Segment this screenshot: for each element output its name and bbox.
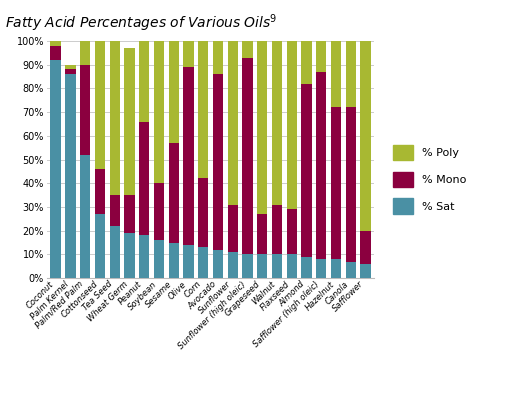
Bar <box>360 41 371 231</box>
Bar <box>183 41 193 67</box>
Bar <box>302 83 311 257</box>
Bar <box>287 254 297 278</box>
Bar <box>50 46 61 60</box>
Bar <box>95 41 105 169</box>
Bar <box>183 245 193 278</box>
Text: Fatty Acid Percentages of Various Oils$^{9}$: Fatty Acid Percentages of Various Oils$^… <box>5 12 278 34</box>
Bar <box>110 195 120 226</box>
Bar <box>346 261 356 278</box>
Bar <box>80 41 90 65</box>
Bar <box>272 204 282 254</box>
Bar <box>360 264 371 278</box>
Bar <box>198 247 209 278</box>
Bar <box>139 121 149 236</box>
Bar <box>50 41 61 46</box>
Bar <box>242 41 253 58</box>
Bar <box>168 41 179 143</box>
Bar <box>168 243 179 278</box>
Bar <box>213 249 223 278</box>
Bar <box>110 226 120 278</box>
Bar <box>228 41 238 205</box>
Bar <box>272 254 282 278</box>
Bar <box>316 72 327 259</box>
Bar <box>331 41 341 107</box>
Bar <box>272 41 282 205</box>
Bar <box>168 143 179 243</box>
Bar <box>65 74 75 278</box>
Bar <box>50 60 61 278</box>
Bar <box>257 214 267 254</box>
Bar <box>80 65 90 155</box>
Bar <box>242 254 253 278</box>
Bar <box>331 259 341 278</box>
Bar <box>287 209 297 254</box>
Bar <box>213 41 223 74</box>
Bar <box>228 204 238 252</box>
Bar <box>139 236 149 278</box>
Bar <box>154 240 164 278</box>
Bar <box>95 169 105 214</box>
Bar <box>331 107 341 259</box>
Bar <box>257 41 267 214</box>
Bar <box>139 41 149 121</box>
Bar <box>65 65 75 70</box>
Bar <box>346 41 356 107</box>
Bar <box>124 233 135 278</box>
Bar <box>228 252 238 278</box>
Legend: % Poly, % Mono, % Sat: % Poly, % Mono, % Sat <box>390 142 470 218</box>
Bar <box>80 155 90 278</box>
Bar <box>124 48 135 195</box>
Bar <box>360 231 371 264</box>
Bar <box>198 178 209 247</box>
Bar <box>287 41 297 209</box>
Bar <box>213 74 223 249</box>
Bar <box>242 58 253 254</box>
Bar <box>302 257 311 278</box>
Bar <box>316 259 327 278</box>
Bar <box>257 254 267 278</box>
Bar <box>110 41 120 195</box>
Bar <box>154 183 164 240</box>
Bar <box>154 41 164 183</box>
Bar <box>183 67 193 245</box>
Bar <box>302 41 311 83</box>
Bar <box>316 41 327 72</box>
Bar <box>346 107 356 261</box>
Bar <box>198 41 209 178</box>
Bar <box>124 195 135 233</box>
Bar <box>65 70 75 74</box>
Bar <box>95 214 105 278</box>
